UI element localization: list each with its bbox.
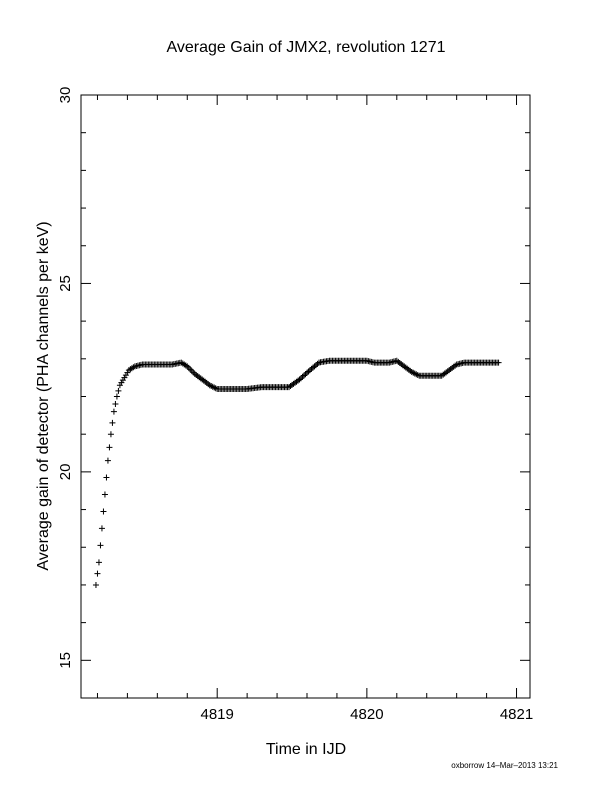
data-point bbox=[212, 385, 219, 392]
data-point bbox=[187, 366, 194, 373]
y-tick-label: 15 bbox=[57, 652, 74, 669]
x-tick-label: 4819 bbox=[201, 706, 234, 723]
y-tick-label: 25 bbox=[57, 275, 74, 292]
y-tick-label: 30 bbox=[57, 87, 74, 104]
data-point bbox=[190, 369, 197, 376]
data-point bbox=[301, 372, 308, 379]
data-point bbox=[98, 525, 105, 532]
data-point bbox=[97, 542, 104, 549]
x-axis-label: Time in IJD bbox=[266, 741, 346, 758]
data-point bbox=[115, 387, 122, 394]
data-point bbox=[122, 372, 129, 379]
data-point bbox=[106, 444, 113, 451]
data-points bbox=[92, 357, 502, 588]
data-point bbox=[303, 369, 310, 376]
data-point bbox=[121, 374, 128, 381]
data-point bbox=[113, 393, 120, 400]
data-point bbox=[100, 508, 107, 515]
axis-ticks bbox=[81, 94, 530, 699]
data-point bbox=[101, 491, 108, 498]
data-point bbox=[112, 401, 119, 408]
data-point bbox=[95, 559, 102, 566]
data-point bbox=[116, 382, 123, 389]
data-point bbox=[94, 570, 101, 577]
data-point bbox=[110, 408, 117, 415]
data-point bbox=[299, 373, 306, 380]
data-point bbox=[309, 364, 316, 371]
data-point bbox=[495, 359, 502, 366]
plot-frame bbox=[80, 94, 531, 699]
data-point bbox=[414, 372, 421, 379]
data-point bbox=[306, 367, 313, 374]
data-point bbox=[308, 365, 315, 372]
data-point bbox=[302, 371, 309, 378]
chart-title: Average Gain of JMX2, revolution 1271 bbox=[167, 39, 446, 56]
data-point bbox=[92, 581, 99, 588]
footer-credit: oxborrow 14–Mar–2013 13:21 bbox=[451, 761, 558, 770]
data-point bbox=[130, 364, 137, 371]
data-point bbox=[188, 367, 195, 374]
y-axis-label: Average gain of detector (PHA channels p… bbox=[35, 221, 52, 570]
data-point bbox=[296, 376, 303, 383]
data-point bbox=[311, 363, 318, 370]
x-tick-label: 4821 bbox=[500, 706, 533, 723]
data-point bbox=[124, 369, 131, 376]
data-point bbox=[118, 379, 125, 386]
data-point bbox=[305, 368, 312, 375]
series-group bbox=[92, 357, 502, 588]
data-point bbox=[104, 457, 111, 464]
data-point bbox=[119, 377, 126, 384]
data-point bbox=[109, 419, 116, 426]
x-tick-label: 4820 bbox=[350, 706, 383, 723]
data-point bbox=[107, 431, 114, 438]
y-tick-label: 20 bbox=[57, 464, 74, 481]
data-point bbox=[103, 474, 110, 481]
data-point bbox=[298, 375, 305, 382]
tick-labels: 4819 4820 4821 15 20 25 30 bbox=[57, 87, 533, 723]
data-point bbox=[312, 362, 319, 369]
